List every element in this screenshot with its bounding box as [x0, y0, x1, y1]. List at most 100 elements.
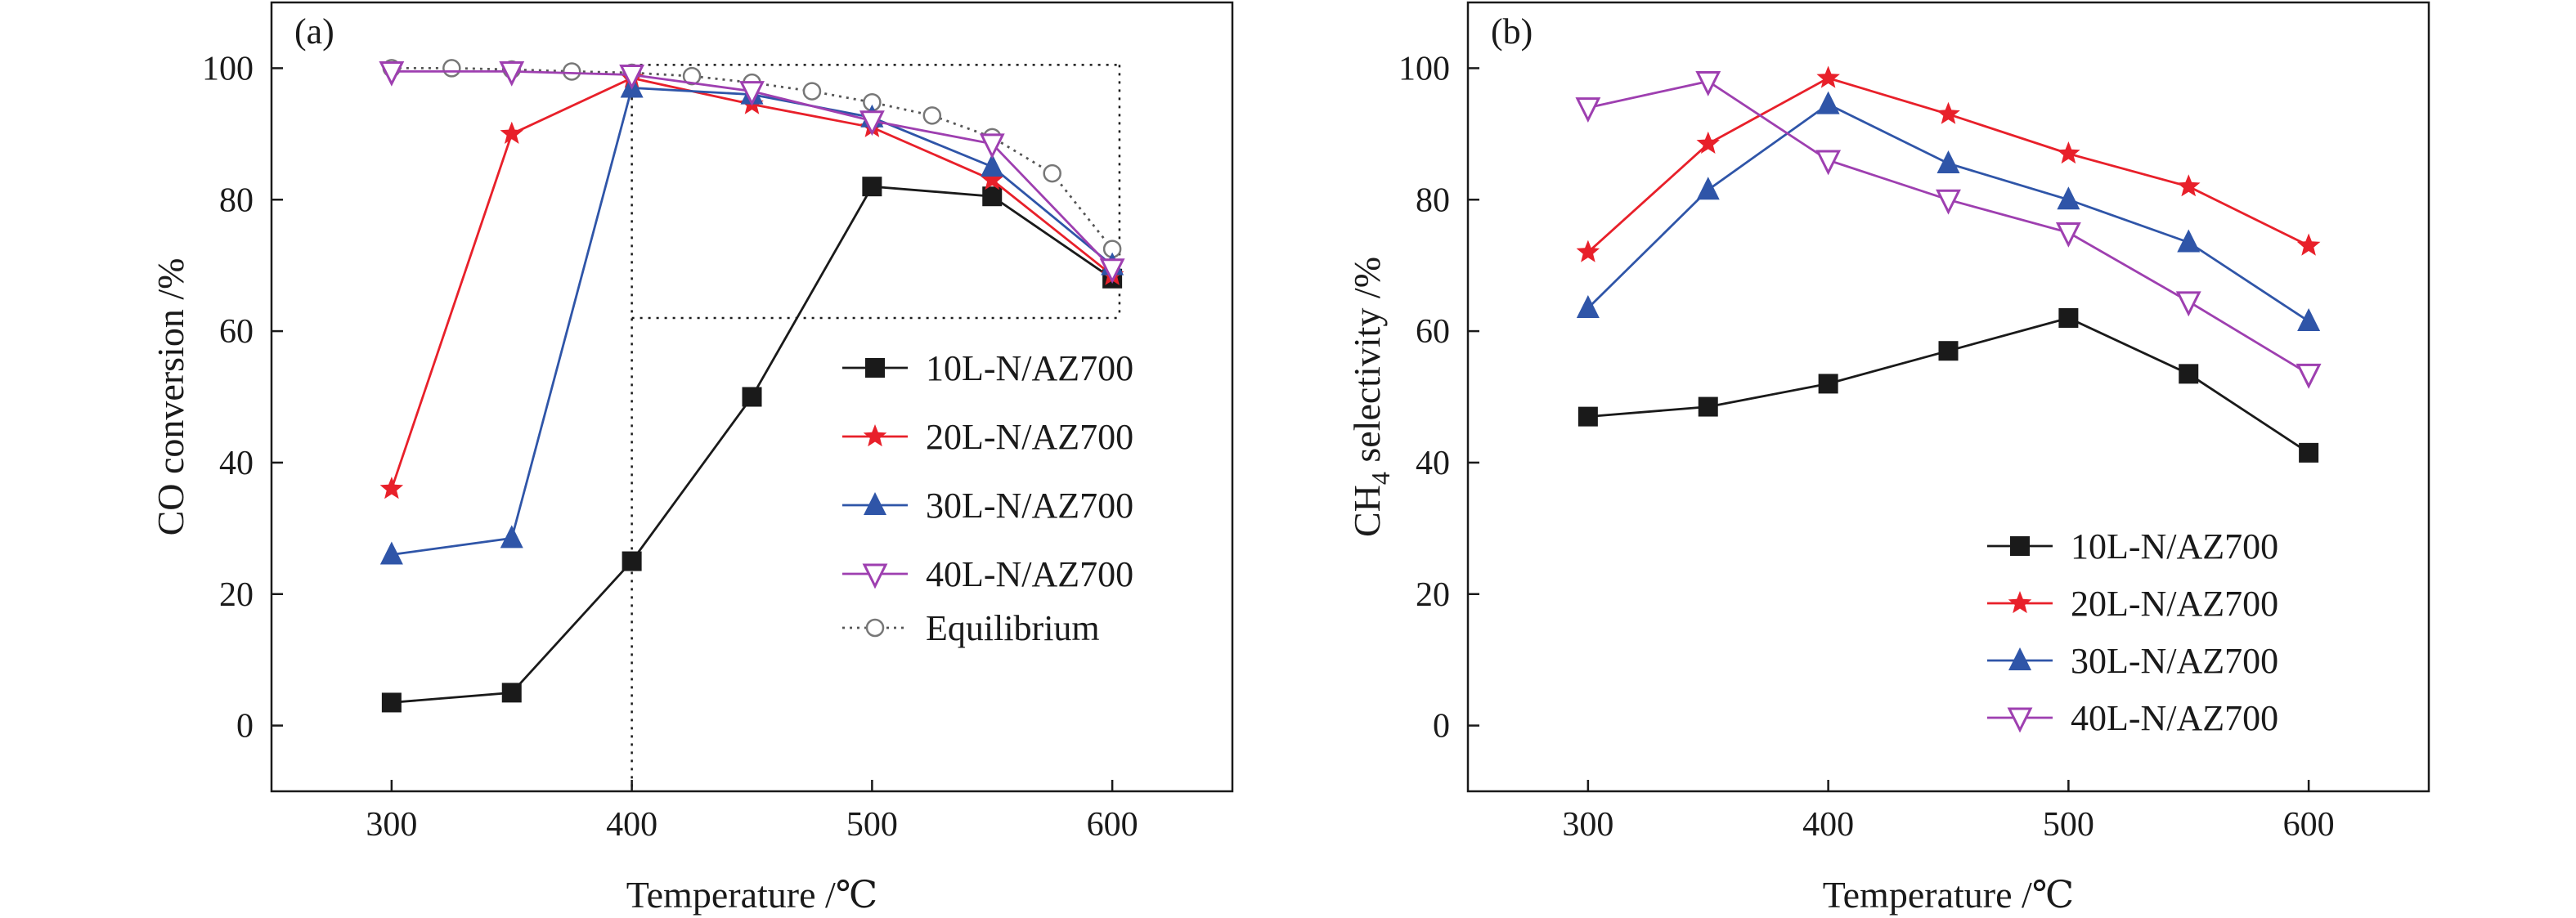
data-point: [1936, 189, 1961, 215]
data-point: [1816, 65, 1840, 88]
y-tick-label: 80: [1416, 181, 1450, 219]
data-point: [1936, 101, 1960, 124]
data-point: [2058, 308, 2079, 328]
data-point: [622, 551, 642, 571]
data-point: [500, 121, 523, 144]
data-point: [982, 186, 1003, 207]
data-point: [499, 60, 525, 87]
legend-entry-label: 30L-N/AZ700: [2071, 641, 2278, 681]
data-point: [1696, 177, 1720, 200]
data-point: [922, 106, 942, 125]
data-point: [1698, 396, 1718, 417]
x-axis-label: Temperature /℃: [626, 874, 878, 916]
data-point: [2296, 233, 2321, 256]
data-point: [379, 477, 404, 499]
series-line: [391, 87, 1113, 556]
y-tick-label: 80: [219, 181, 254, 219]
legend-marker: [2008, 591, 2032, 614]
legend-entry-label: 10L-N/AZ700: [2071, 526, 2278, 566]
data-point: [379, 541, 403, 565]
y-tick-label: 20: [219, 576, 254, 614]
y-tick-label: 100: [202, 50, 254, 87]
y-axis-label-main: CH: [1346, 485, 1388, 537]
plot-frame: [1466, 1, 2430, 793]
panel-b: 300 400 500 600 0 20 40 60 80 100 Temperature /℃ CH…: [1346, 1, 2430, 916]
x-tick-label: 300: [366, 806, 417, 844]
x-tick-label: 300: [1562, 806, 1613, 844]
y-tick-label: 60: [1416, 313, 1450, 351]
y-axis-label-rest: selectivity /%: [1346, 257, 1388, 472]
plot-frame: [270, 1, 1234, 793]
x-tick-label: 400: [1802, 806, 1854, 844]
legend-entry-label: 10L-N/AZ700: [926, 348, 1133, 388]
panel-label: (b): [1491, 11, 1533, 51]
data-point: [981, 168, 1004, 190]
legend-marker: [865, 618, 885, 638]
y-tick-label: 0: [1433, 708, 1450, 746]
data-point: [2057, 186, 2080, 210]
y-tick-label: 40: [219, 445, 254, 482]
data-point: [381, 692, 402, 713]
data-point: [500, 525, 523, 549]
x-tick-label: 600: [1087, 806, 1138, 844]
data-point: [1818, 374, 1838, 394]
series-20l-n-az700: [1576, 65, 2321, 262]
data-point: [1938, 341, 1959, 361]
data-point: [442, 59, 461, 78]
legend-entry-label: 40L-N/AZ700: [926, 554, 1133, 594]
data-point: [859, 110, 885, 137]
series-10l-n-az700: [1577, 308, 2319, 463]
data-point: [1815, 150, 1842, 176]
y-axis-label-subscript: 4: [1366, 472, 1395, 485]
data-point: [2179, 364, 2199, 384]
data-point: [2057, 141, 2080, 164]
data-point: [2177, 229, 2201, 253]
y-tick-label: 40: [1416, 445, 1450, 482]
data-point: [1099, 258, 1125, 284]
data-point: [1043, 163, 1061, 183]
series-10l-n-az700: [381, 177, 1123, 713]
data-point: [1575, 97, 1601, 123]
data-point: [619, 64, 645, 90]
x-tick-label: 600: [2283, 806, 2335, 844]
series-line: [1587, 80, 2309, 375]
series-30l-n-az700: [1576, 91, 2321, 332]
legend-entry-label: 30L-N/AZ700: [926, 486, 1133, 526]
data-point: [739, 81, 765, 106]
data-point: [742, 387, 762, 407]
y-tick-label: 60: [219, 313, 254, 351]
data-point: [2297, 308, 2321, 332]
panel-a: 300 400 500 600 0 20 40 60 80 100 Temperature /℃ CO…: [150, 1, 1234, 916]
data-point: [981, 154, 1004, 177]
data-point: [562, 62, 581, 81]
legend-entry-label: Equilibrium: [926, 608, 1100, 648]
data-point: [2299, 442, 2319, 463]
data-point: [2296, 363, 2322, 389]
y-tick-label: 20: [1416, 576, 1450, 614]
data-point: [979, 133, 1005, 159]
data-point: [1577, 406, 1598, 427]
x-tick-label: 400: [606, 806, 657, 844]
data-point: [501, 683, 522, 703]
data-point: [1576, 240, 1600, 262]
legend-marker: [863, 424, 887, 447]
data-point: [1696, 131, 1720, 154]
legend: 10L-N/AZ700 20L-N/AZ700 30L-N/AZ700 40L-N/A…: [1987, 526, 2278, 738]
data-point: [1816, 91, 1840, 114]
data-point: [682, 66, 702, 86]
series-line: [1587, 316, 2309, 455]
panel-label: (a): [294, 11, 334, 51]
data-point: [802, 82, 822, 101]
data-point: [1936, 150, 1960, 174]
series-40l-n-az700: [1575, 71, 2322, 389]
legend-entry-label: 20L-N/AZ700: [2071, 584, 2278, 624]
x-tick-label: 500: [846, 806, 898, 844]
data-point: [2055, 222, 2081, 248]
y-tick-label: 100: [1398, 50, 1450, 87]
y-axis-label: CO conversion /%: [150, 258, 191, 536]
y-tick-label: 0: [236, 708, 254, 746]
data-point: [1576, 294, 1600, 318]
legend-marker: [865, 358, 885, 378]
